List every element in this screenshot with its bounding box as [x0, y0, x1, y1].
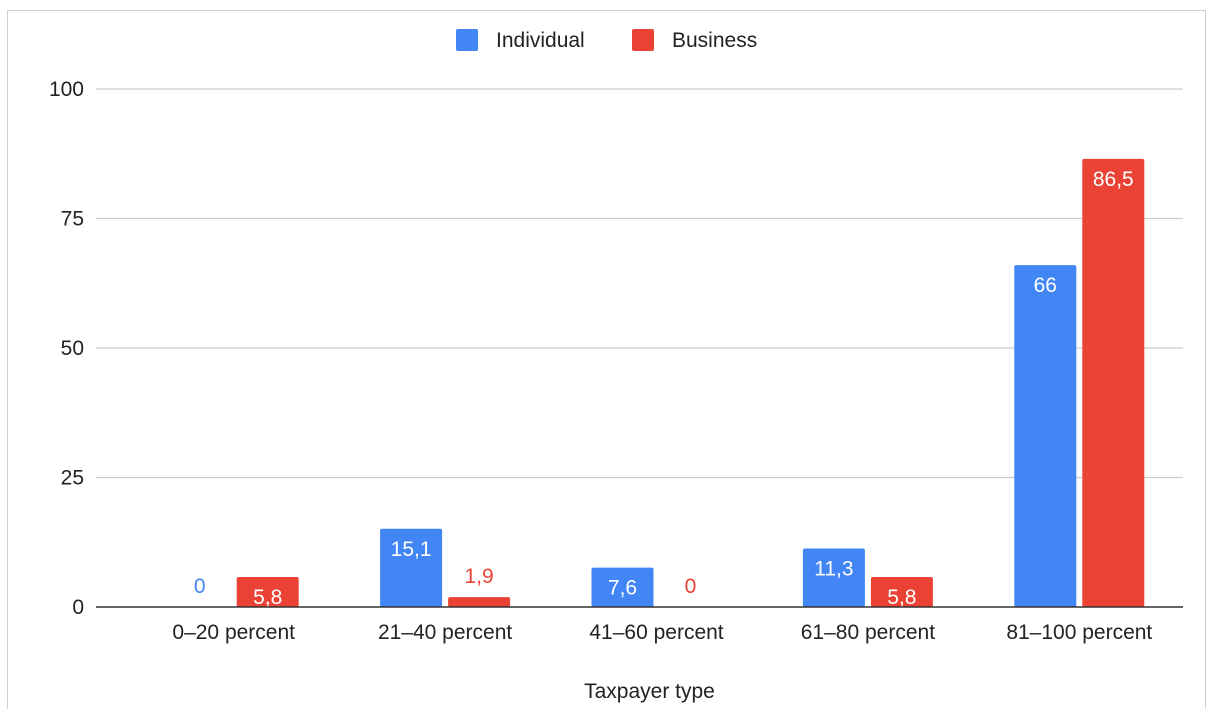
data-labels: 0 5,8 15,1 1,9 7,6 0 11,3 5,8 66 86,5 — [194, 168, 1134, 609]
bar-individual — [380, 528, 443, 607]
data-label-individual: 15,1 — [391, 538, 432, 561]
y-axis-ticks: 0 25 50 75 100 — [49, 78, 84, 619]
data-label-individual: 7,6 — [608, 577, 637, 600]
x-axis-title: Taxpayer type — [584, 680, 715, 703]
legend-swatch-individual — [456, 29, 478, 51]
x-category-label: 21–40 percent — [378, 621, 512, 644]
legend-label-individual: Individual — [496, 29, 585, 52]
data-label-business: 5,8 — [887, 586, 916, 609]
data-label-individual: 11,3 — [814, 557, 853, 580]
y-tick-label: 50 — [61, 337, 84, 360]
data-label-business: 86,5 — [1093, 168, 1134, 191]
bar-business — [236, 576, 299, 607]
y-tick-label: 25 — [61, 467, 84, 490]
bar-individual — [1014, 265, 1077, 607]
y-tick-label: 75 — [61, 208, 84, 231]
bar-business — [1082, 158, 1145, 607]
bar-business — [448, 597, 511, 607]
bar-individual — [591, 567, 654, 607]
y-tick-label: 100 — [49, 78, 84, 101]
bar-individual — [802, 548, 865, 607]
legend: Individual Business — [456, 29, 757, 52]
data-label-business: 1,9 — [464, 565, 493, 588]
bars — [236, 158, 1145, 607]
data-label-individual: 66 — [1034, 274, 1057, 297]
data-label-business: 5,8 — [253, 586, 282, 609]
x-axis-category-labels: 0–20 percent 21–40 percent 41–60 percent 61… — [172, 621, 1152, 644]
legend-label-business: Business — [672, 29, 757, 52]
data-label-individual: 0 — [194, 575, 206, 598]
x-category-label: 61–80 percent — [801, 621, 935, 644]
gridlines — [96, 88, 1183, 479]
x-category-label: 81–100 percent — [1006, 621, 1152, 644]
data-label-business: 0 — [685, 575, 697, 598]
y-tick-label: 0 — [72, 596, 84, 619]
x-category-label: 41–60 percent — [589, 621, 723, 644]
bar-business — [870, 576, 933, 607]
legend-swatch-business — [632, 29, 654, 51]
x-category-label: 0–20 percent — [172, 621, 295, 644]
